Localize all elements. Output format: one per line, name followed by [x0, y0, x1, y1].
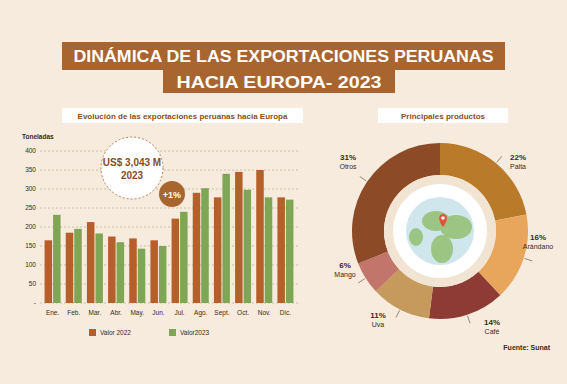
subtitle: HACIA EUROPA- 2023: [177, 74, 382, 91]
land: [431, 235, 453, 263]
y-tick-label: -: [34, 299, 36, 306]
title-box: [62, 42, 505, 70]
leader-line: [360, 176, 367, 180]
land: [440, 215, 472, 239]
bar: [45, 240, 53, 303]
bar: [74, 229, 82, 303]
bar: [235, 172, 243, 303]
bar: [117, 242, 125, 303]
bar: [159, 246, 167, 303]
x-tick-label: Jul.: [175, 309, 185, 316]
bar: [108, 237, 116, 304]
bar: [172, 219, 180, 303]
bar: [214, 197, 222, 303]
y-tick-label: 150: [25, 242, 36, 249]
annotation-badge: [159, 181, 185, 207]
category-label: Mango: [334, 271, 356, 279]
bar: [244, 190, 252, 303]
x-tick-label: Nov.: [258, 309, 271, 316]
x-tick-label: Dic.: [280, 309, 291, 316]
category-label: Palta: [510, 163, 526, 170]
bar: [87, 222, 95, 303]
category-label: Arándano: [523, 243, 553, 250]
bar: [150, 240, 158, 303]
y-tick-label: 50: [29, 280, 37, 287]
annotation: US$ 3,043 M: [103, 157, 161, 168]
y-tick-label: 250: [25, 204, 36, 211]
pin: [439, 214, 447, 227]
category-label: Otros: [339, 163, 357, 170]
bar: [53, 215, 61, 303]
bar: [286, 200, 294, 303]
leader-line: [396, 310, 400, 317]
donut-ring: [384, 175, 496, 287]
x-tick-label: Jun.: [152, 309, 164, 316]
data-label: 16%: [530, 233, 546, 242]
leader-line: [497, 156, 502, 162]
x-tick-label: Ene.: [46, 309, 60, 316]
data-label: 6%: [339, 261, 351, 270]
annotation: +1%: [163, 190, 181, 200]
y-tick-label: 300: [25, 185, 36, 192]
y-tick-label: 100: [25, 261, 36, 268]
data-label: 14%: [484, 318, 500, 327]
legend-label: Valor 2022: [100, 329, 131, 336]
bar: [129, 238, 137, 303]
data-label: 22%: [510, 153, 526, 162]
bar: [256, 170, 264, 303]
leader-line: [525, 259, 533, 261]
x-tick-label: Ago.: [194, 309, 208, 317]
source: Fuente: Sunat: [503, 344, 550, 351]
data-label: 11%: [370, 311, 386, 320]
category-label: Café: [485, 328, 500, 335]
y-tick-label: 200: [25, 223, 36, 230]
chart-title: Principales productos: [401, 112, 486, 121]
bar: [193, 193, 201, 303]
leader-line: [468, 316, 470, 324]
infographic: DINÁMICA DE LAS EXPORTACIONES PERUANAS HA…: [0, 0, 567, 384]
bar: [180, 212, 188, 303]
grid-line: [40, 151, 298, 152]
pin-dot: [441, 216, 445, 220]
chart-title-box: [378, 108, 508, 123]
donut-center: [393, 184, 487, 278]
annotation: 2023: [121, 170, 144, 181]
x-tick-label: Oct.: [237, 309, 249, 316]
data-label: 31%: [340, 153, 356, 162]
y-tick-label: 400: [25, 147, 36, 154]
bar: [95, 233, 103, 303]
bar: [222, 174, 230, 303]
x-tick-label: Feb.: [67, 309, 80, 316]
legend-label: Valor2023: [180, 329, 210, 336]
x-tick-label: May.: [130, 309, 144, 317]
legend-swatch: [89, 329, 96, 336]
y-axis-label: Toneladas: [22, 133, 54, 140]
category-label: Uva: [372, 321, 385, 328]
globe-land: [409, 211, 472, 263]
x-tick-label: Mar.: [89, 309, 102, 316]
bars: [45, 170, 294, 303]
bar: [201, 188, 209, 303]
bar: [277, 197, 285, 303]
subtitle-box: [163, 70, 395, 93]
background: [0, 0, 567, 384]
bar: [265, 197, 273, 303]
annotation-circle: [101, 137, 163, 199]
bar: [66, 233, 74, 303]
chart-title: Evolución de las exportaciones peruanas …: [78, 112, 288, 121]
legend-swatch: [169, 329, 176, 336]
bar: [138, 249, 146, 303]
x-tick-label: Abr.: [110, 309, 122, 316]
leader-line: [358, 279, 365, 283]
title: DINÁMICA DE LAS EXPORTACIONES PERUANAS: [74, 47, 494, 65]
land: [409, 228, 423, 246]
y-tick-label: 350: [25, 166, 36, 173]
x-tick-label: Sept.: [214, 309, 229, 317]
globe: [406, 197, 474, 265]
chart-title-box: [62, 108, 303, 123]
